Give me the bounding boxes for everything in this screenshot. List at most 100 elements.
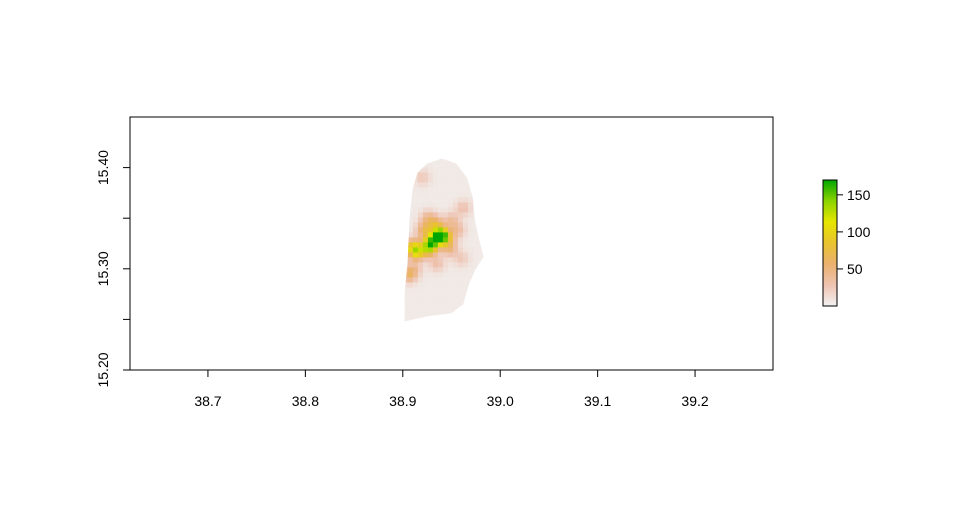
raster-cell xyxy=(427,257,434,263)
raster-cell xyxy=(472,317,479,322)
raster-cell xyxy=(412,227,419,233)
raster-cell xyxy=(432,237,439,243)
raster-cell xyxy=(482,232,484,238)
raster-cell xyxy=(447,197,454,203)
raster-cell xyxy=(427,312,434,318)
y-axis: 15.20 15.30 15.40 xyxy=(95,150,130,388)
raster-cell xyxy=(432,272,439,278)
raster-cell xyxy=(482,277,484,283)
raster-cell xyxy=(422,292,429,298)
raster-cell xyxy=(442,177,449,183)
raster-cell xyxy=(457,247,464,253)
raster-cell xyxy=(477,252,484,258)
raster-cell xyxy=(458,327,463,332)
raster-cell xyxy=(462,202,469,208)
raster-cell xyxy=(412,202,419,208)
raster-cell xyxy=(462,167,469,173)
raster-cell xyxy=(488,322,493,327)
raster-cell xyxy=(422,232,429,238)
raster-cell xyxy=(412,242,419,248)
raster-cell xyxy=(488,232,493,237)
raster-cell xyxy=(477,297,484,303)
raster-cell xyxy=(467,217,474,223)
raster-cell xyxy=(457,177,464,183)
raster-cell xyxy=(477,207,484,213)
raster-cell xyxy=(477,172,484,178)
raster-cell xyxy=(404,242,409,248)
raster-cell xyxy=(427,242,434,248)
raster-cell xyxy=(407,177,414,183)
raster-cell xyxy=(477,247,484,253)
raster-cell xyxy=(427,158,434,163)
raster-cell xyxy=(422,207,429,213)
raster-cell xyxy=(407,192,414,198)
raster-cell xyxy=(398,297,403,302)
raster-cell xyxy=(404,272,409,278)
raster-cell xyxy=(427,227,434,233)
raster-cell xyxy=(407,287,414,293)
raster-cell xyxy=(478,327,483,332)
raster-cell xyxy=(398,277,403,282)
raster-cell xyxy=(472,312,479,318)
raster-cell xyxy=(398,317,403,322)
raster-cell xyxy=(427,272,434,278)
raster-cell xyxy=(437,202,444,208)
raster-cell xyxy=(417,222,424,228)
raster-cell xyxy=(452,267,459,273)
raster-cell xyxy=(427,217,434,223)
raster-cell xyxy=(442,217,449,223)
raster-cell xyxy=(432,217,439,223)
raster-cell xyxy=(457,262,464,268)
raster-cell xyxy=(437,192,444,198)
raster-cell xyxy=(462,267,469,273)
raster-cell xyxy=(437,317,444,322)
raster-cell xyxy=(422,202,429,208)
raster-cell xyxy=(427,247,434,253)
raster-cell xyxy=(404,312,409,318)
raster-cell xyxy=(417,192,424,198)
raster-cell xyxy=(453,327,458,332)
raster-cell xyxy=(488,152,493,157)
raster-cell xyxy=(428,152,433,157)
raster-cell xyxy=(472,277,479,283)
raster-cell xyxy=(403,327,408,332)
raster-cell xyxy=(417,207,424,213)
raster-cell xyxy=(412,197,419,203)
raster-cell xyxy=(462,197,469,203)
raster-cell xyxy=(472,257,479,263)
raster-cell xyxy=(418,152,423,157)
raster-cell xyxy=(482,287,484,293)
raster-cell xyxy=(472,162,479,168)
raster-cell xyxy=(478,152,483,157)
raster-cell xyxy=(427,222,434,228)
raster-cell xyxy=(437,237,444,243)
raster-cell xyxy=(482,172,484,178)
raster-cell xyxy=(427,212,434,218)
raster-cell xyxy=(488,177,493,182)
raster-cell xyxy=(467,187,474,193)
raster-cell xyxy=(482,252,484,258)
raster-cell xyxy=(478,322,483,327)
raster-cell xyxy=(417,267,424,273)
raster-cell xyxy=(447,317,454,322)
raster-cell xyxy=(488,312,493,317)
raster-cell xyxy=(452,167,459,173)
raster-cell xyxy=(458,152,463,157)
raster-cell xyxy=(488,282,493,287)
raster-cell xyxy=(462,272,469,278)
x-tick-label: 39.1 xyxy=(584,393,611,409)
raster-cell xyxy=(472,307,479,313)
raster-cell xyxy=(477,257,484,263)
raster-cell xyxy=(422,262,429,268)
raster-cell xyxy=(412,272,419,278)
raster-cell xyxy=(488,262,493,267)
raster-cell xyxy=(398,262,403,267)
raster-cell xyxy=(408,322,413,327)
raster-cell xyxy=(472,227,479,233)
raster-cell xyxy=(477,202,484,208)
raster-cell xyxy=(427,292,434,298)
raster-cell xyxy=(404,262,409,268)
raster-cell xyxy=(432,212,439,218)
raster-cell xyxy=(404,282,409,288)
raster-cell xyxy=(472,158,479,163)
